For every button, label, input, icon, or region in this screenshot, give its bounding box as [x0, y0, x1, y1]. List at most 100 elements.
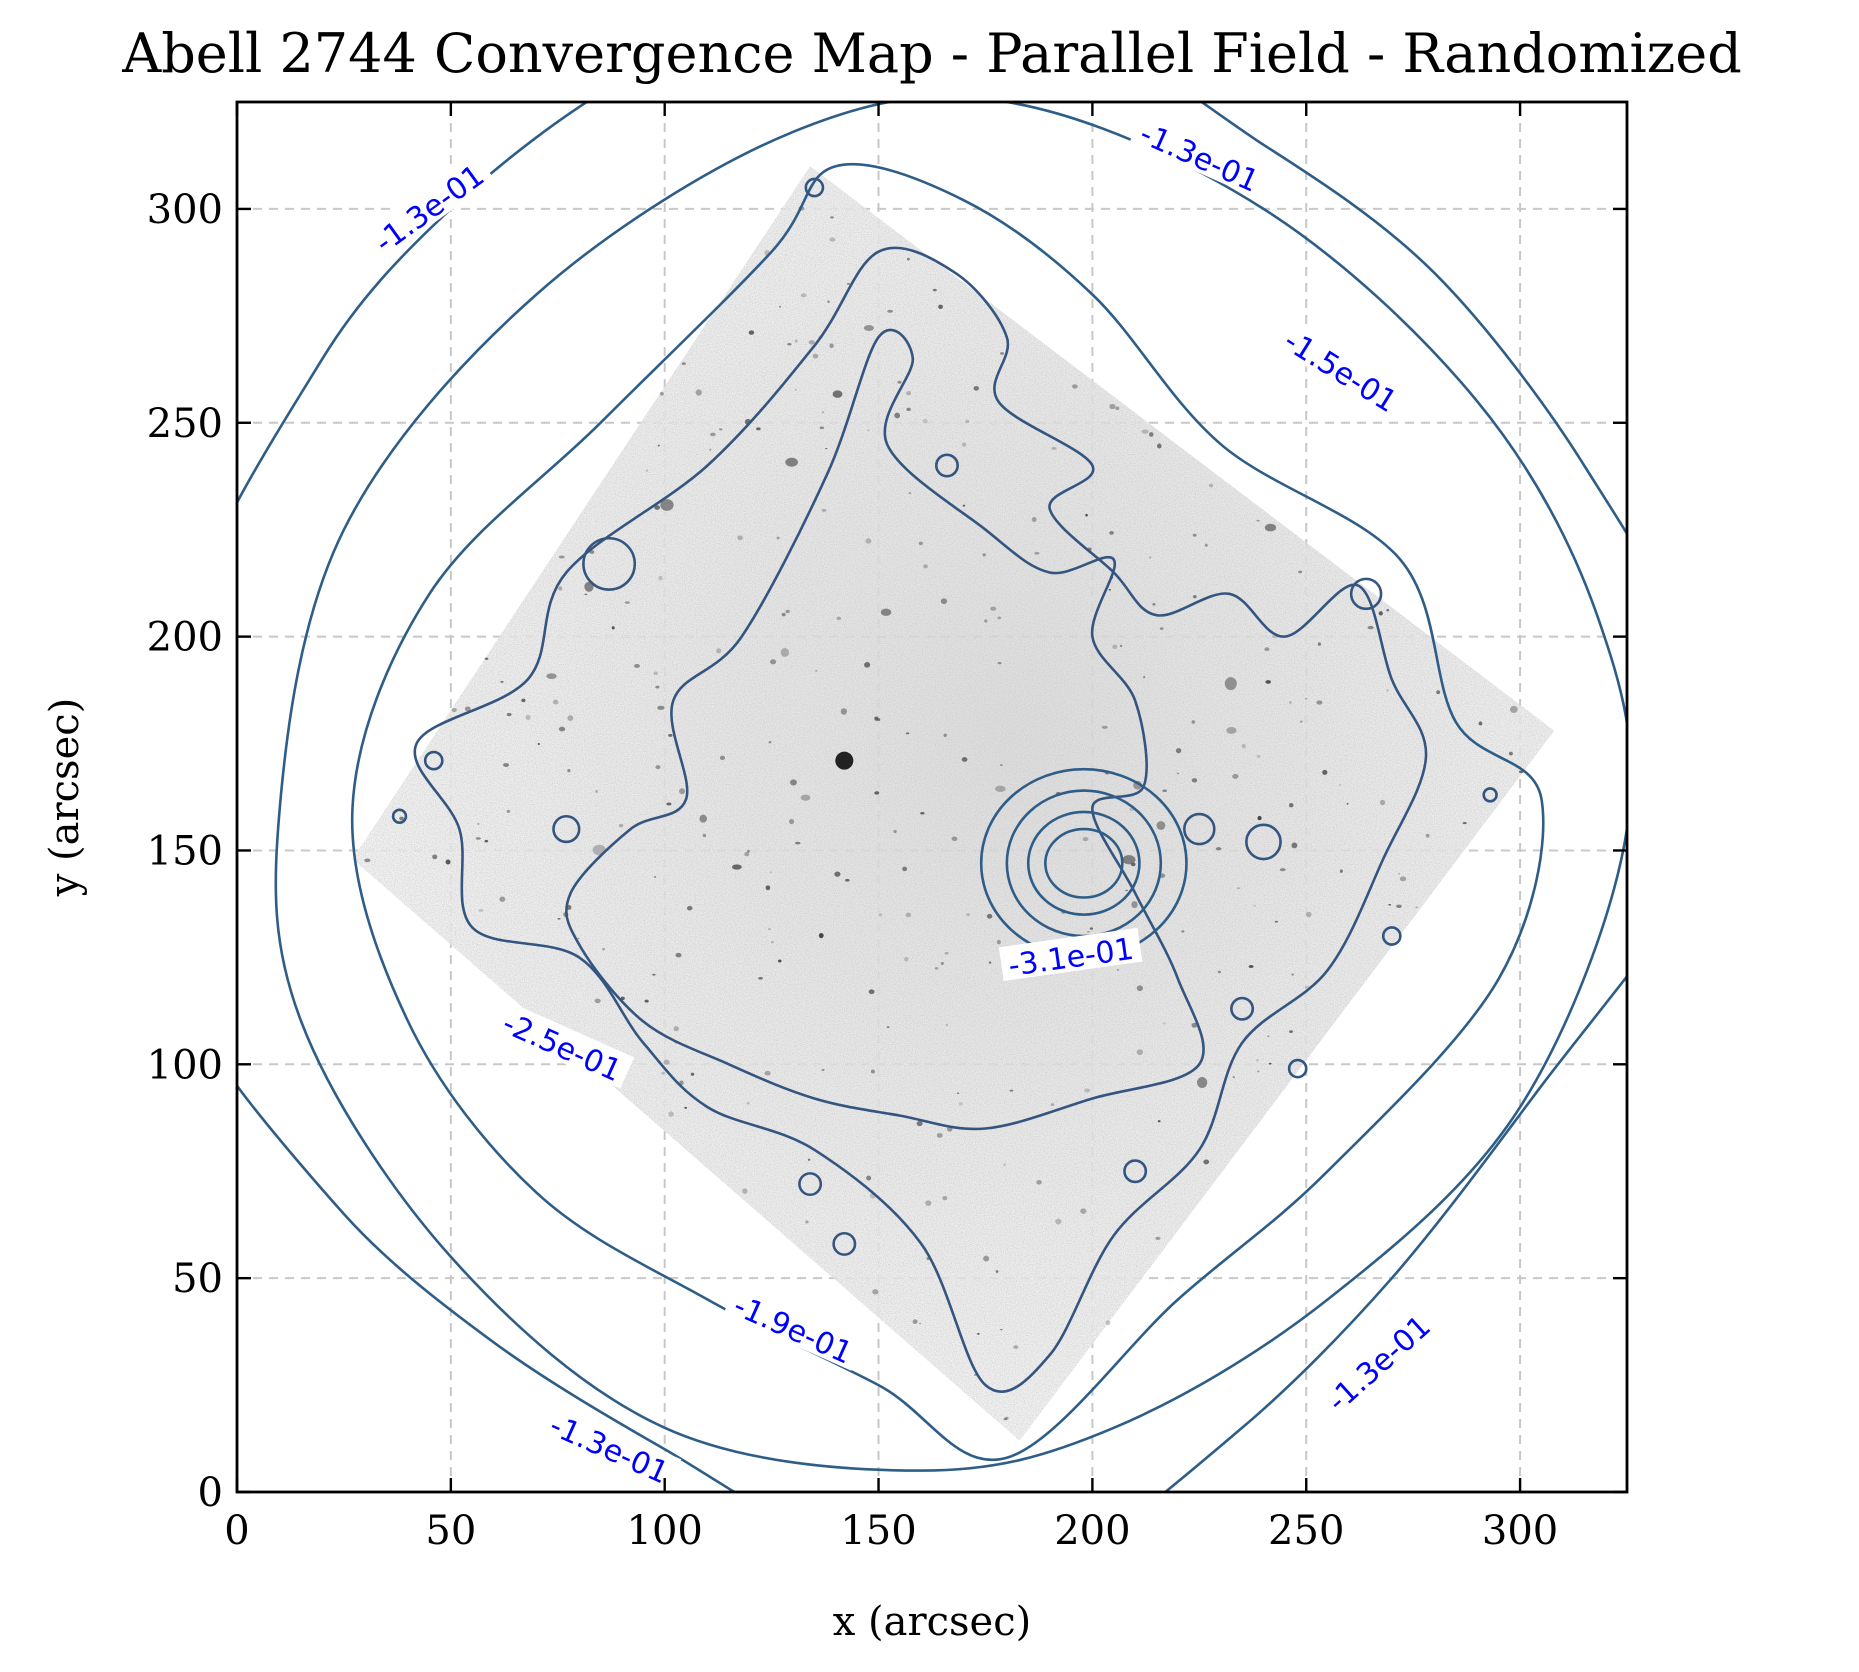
galaxy-speck	[983, 1255, 990, 1262]
galaxy-speck	[818, 932, 824, 939]
galaxy-speck	[1108, 588, 1112, 591]
galaxy-speck	[1004, 1416, 1009, 1420]
galaxy-speck	[1009, 1089, 1014, 1092]
galaxy-speck	[1085, 513, 1088, 517]
galaxy-speck	[1157, 1120, 1161, 1123]
galaxy-speck	[584, 593, 588, 596]
galaxy-speck	[1122, 855, 1136, 865]
galaxy-speck	[912, 1319, 918, 1324]
contour-label-bg	[492, 1000, 635, 1089]
galaxy-speck	[934, 967, 939, 970]
galaxy-speck	[716, 648, 722, 654]
galaxy-speck	[1257, 816, 1262, 821]
galaxy-speck	[1191, 1022, 1198, 1028]
galaxy-speck	[1175, 748, 1182, 754]
galaxy-speck	[1082, 836, 1089, 842]
contour-island	[832, 1231, 857, 1256]
galaxy-speck	[521, 698, 526, 703]
galaxy-speck	[1397, 873, 1401, 875]
galaxy-speck	[770, 659, 777, 665]
galaxy-speck	[1192, 595, 1197, 599]
galaxy-speck	[1298, 570, 1303, 574]
galaxy-speck	[660, 391, 664, 396]
galaxy-speck	[1176, 772, 1180, 775]
galaxy-speck	[1232, 773, 1239, 779]
galaxy-speck	[484, 839, 489, 843]
galaxy-speck	[668, 1111, 674, 1117]
contour-label: -1.5e-01	[1277, 324, 1402, 420]
galaxy-speck	[653, 671, 658, 676]
galaxy-speck	[399, 816, 404, 821]
galaxy-speck	[965, 419, 970, 424]
galaxy-speck	[994, 785, 1006, 792]
y-tick-label: 0	[198, 1470, 223, 1516]
galaxy-speck	[1462, 822, 1467, 825]
galaxy-speck	[732, 864, 742, 870]
galaxy-speck	[652, 973, 656, 976]
galaxy-speck	[475, 837, 481, 840]
galaxy-speck	[886, 1026, 890, 1029]
galaxy-speck	[1236, 887, 1241, 890]
y-tick-label: 200	[147, 615, 223, 661]
galaxy-speck	[557, 917, 561, 920]
galaxy-speck	[500, 680, 504, 683]
galaxy-speck	[902, 866, 908, 872]
galaxy-speck	[973, 385, 980, 391]
contour-line	[274, 102, 1627, 1472]
galaxy-speck	[1322, 769, 1328, 775]
galaxy-speck	[988, 961, 992, 964]
galaxy-speck	[1256, 1059, 1260, 1062]
contour-label-bg	[1273, 317, 1411, 421]
galaxy-speck	[719, 428, 723, 431]
galaxy-speck	[1105, 1320, 1111, 1326]
contour-label: -1.3e-01	[544, 1408, 673, 1491]
contour-label-bg	[361, 151, 495, 262]
contour-island	[798, 1172, 823, 1197]
galaxy-speck	[942, 1196, 948, 1201]
galaxy-speck	[764, 1070, 771, 1076]
galaxy-speck	[1386, 689, 1389, 692]
galaxy-speck	[865, 538, 872, 544]
galaxy-speck	[558, 586, 563, 591]
galaxy-speck	[1155, 1236, 1161, 1240]
galaxy-speck	[870, 1069, 875, 1074]
galaxy-speck	[756, 427, 761, 431]
galaxy-speck	[962, 504, 966, 507]
axis-ticks: 0 50 100 150 200 250 300 0 50 100 150 200 250 300	[147, 102, 1627, 1554]
galaxy-speck	[684, 1106, 688, 1109]
galaxy-speck	[668, 733, 673, 737]
galaxy-speck	[1204, 543, 1208, 547]
galaxy-speck	[584, 581, 594, 592]
contour-island	[423, 750, 444, 771]
galaxy-speck	[918, 541, 923, 546]
galaxy-speck	[1031, 517, 1037, 523]
galaxy-speck	[778, 305, 782, 308]
galaxy-speck	[675, 952, 682, 958]
contour-label: -1.3e-01	[1321, 1309, 1438, 1419]
galaxy-speck	[1119, 644, 1123, 648]
galaxy-speck	[768, 741, 772, 744]
y-axis-label: y (arcsec)	[42, 698, 88, 898]
contour-island	[1482, 787, 1498, 803]
galaxy-speck	[567, 769, 571, 773]
galaxy-speck	[770, 940, 774, 944]
galaxy-speck	[1279, 868, 1286, 872]
contour-island	[934, 453, 959, 478]
galaxy-speck	[821, 1068, 825, 1071]
galaxy-speck	[653, 875, 657, 879]
contour-island	[582, 536, 637, 591]
galaxy-speck	[445, 859, 451, 865]
galaxy-speck	[432, 854, 438, 860]
galaxy-speck	[1149, 556, 1152, 559]
galaxy-speck	[1399, 876, 1407, 882]
galaxy-speck	[1156, 821, 1166, 830]
chart-title: Abell 2744 Convergence Map - Parallel Fi…	[121, 22, 1742, 85]
galaxy-speck	[1253, 904, 1256, 907]
galaxy-speck	[836, 616, 842, 621]
galaxy-speck	[887, 309, 894, 313]
galaxy-speck	[1226, 726, 1237, 734]
galaxy-speck	[1087, 931, 1090, 933]
contour-island	[552, 814, 581, 844]
galaxy-speck	[872, 1289, 879, 1295]
galaxy-speck	[364, 858, 371, 863]
